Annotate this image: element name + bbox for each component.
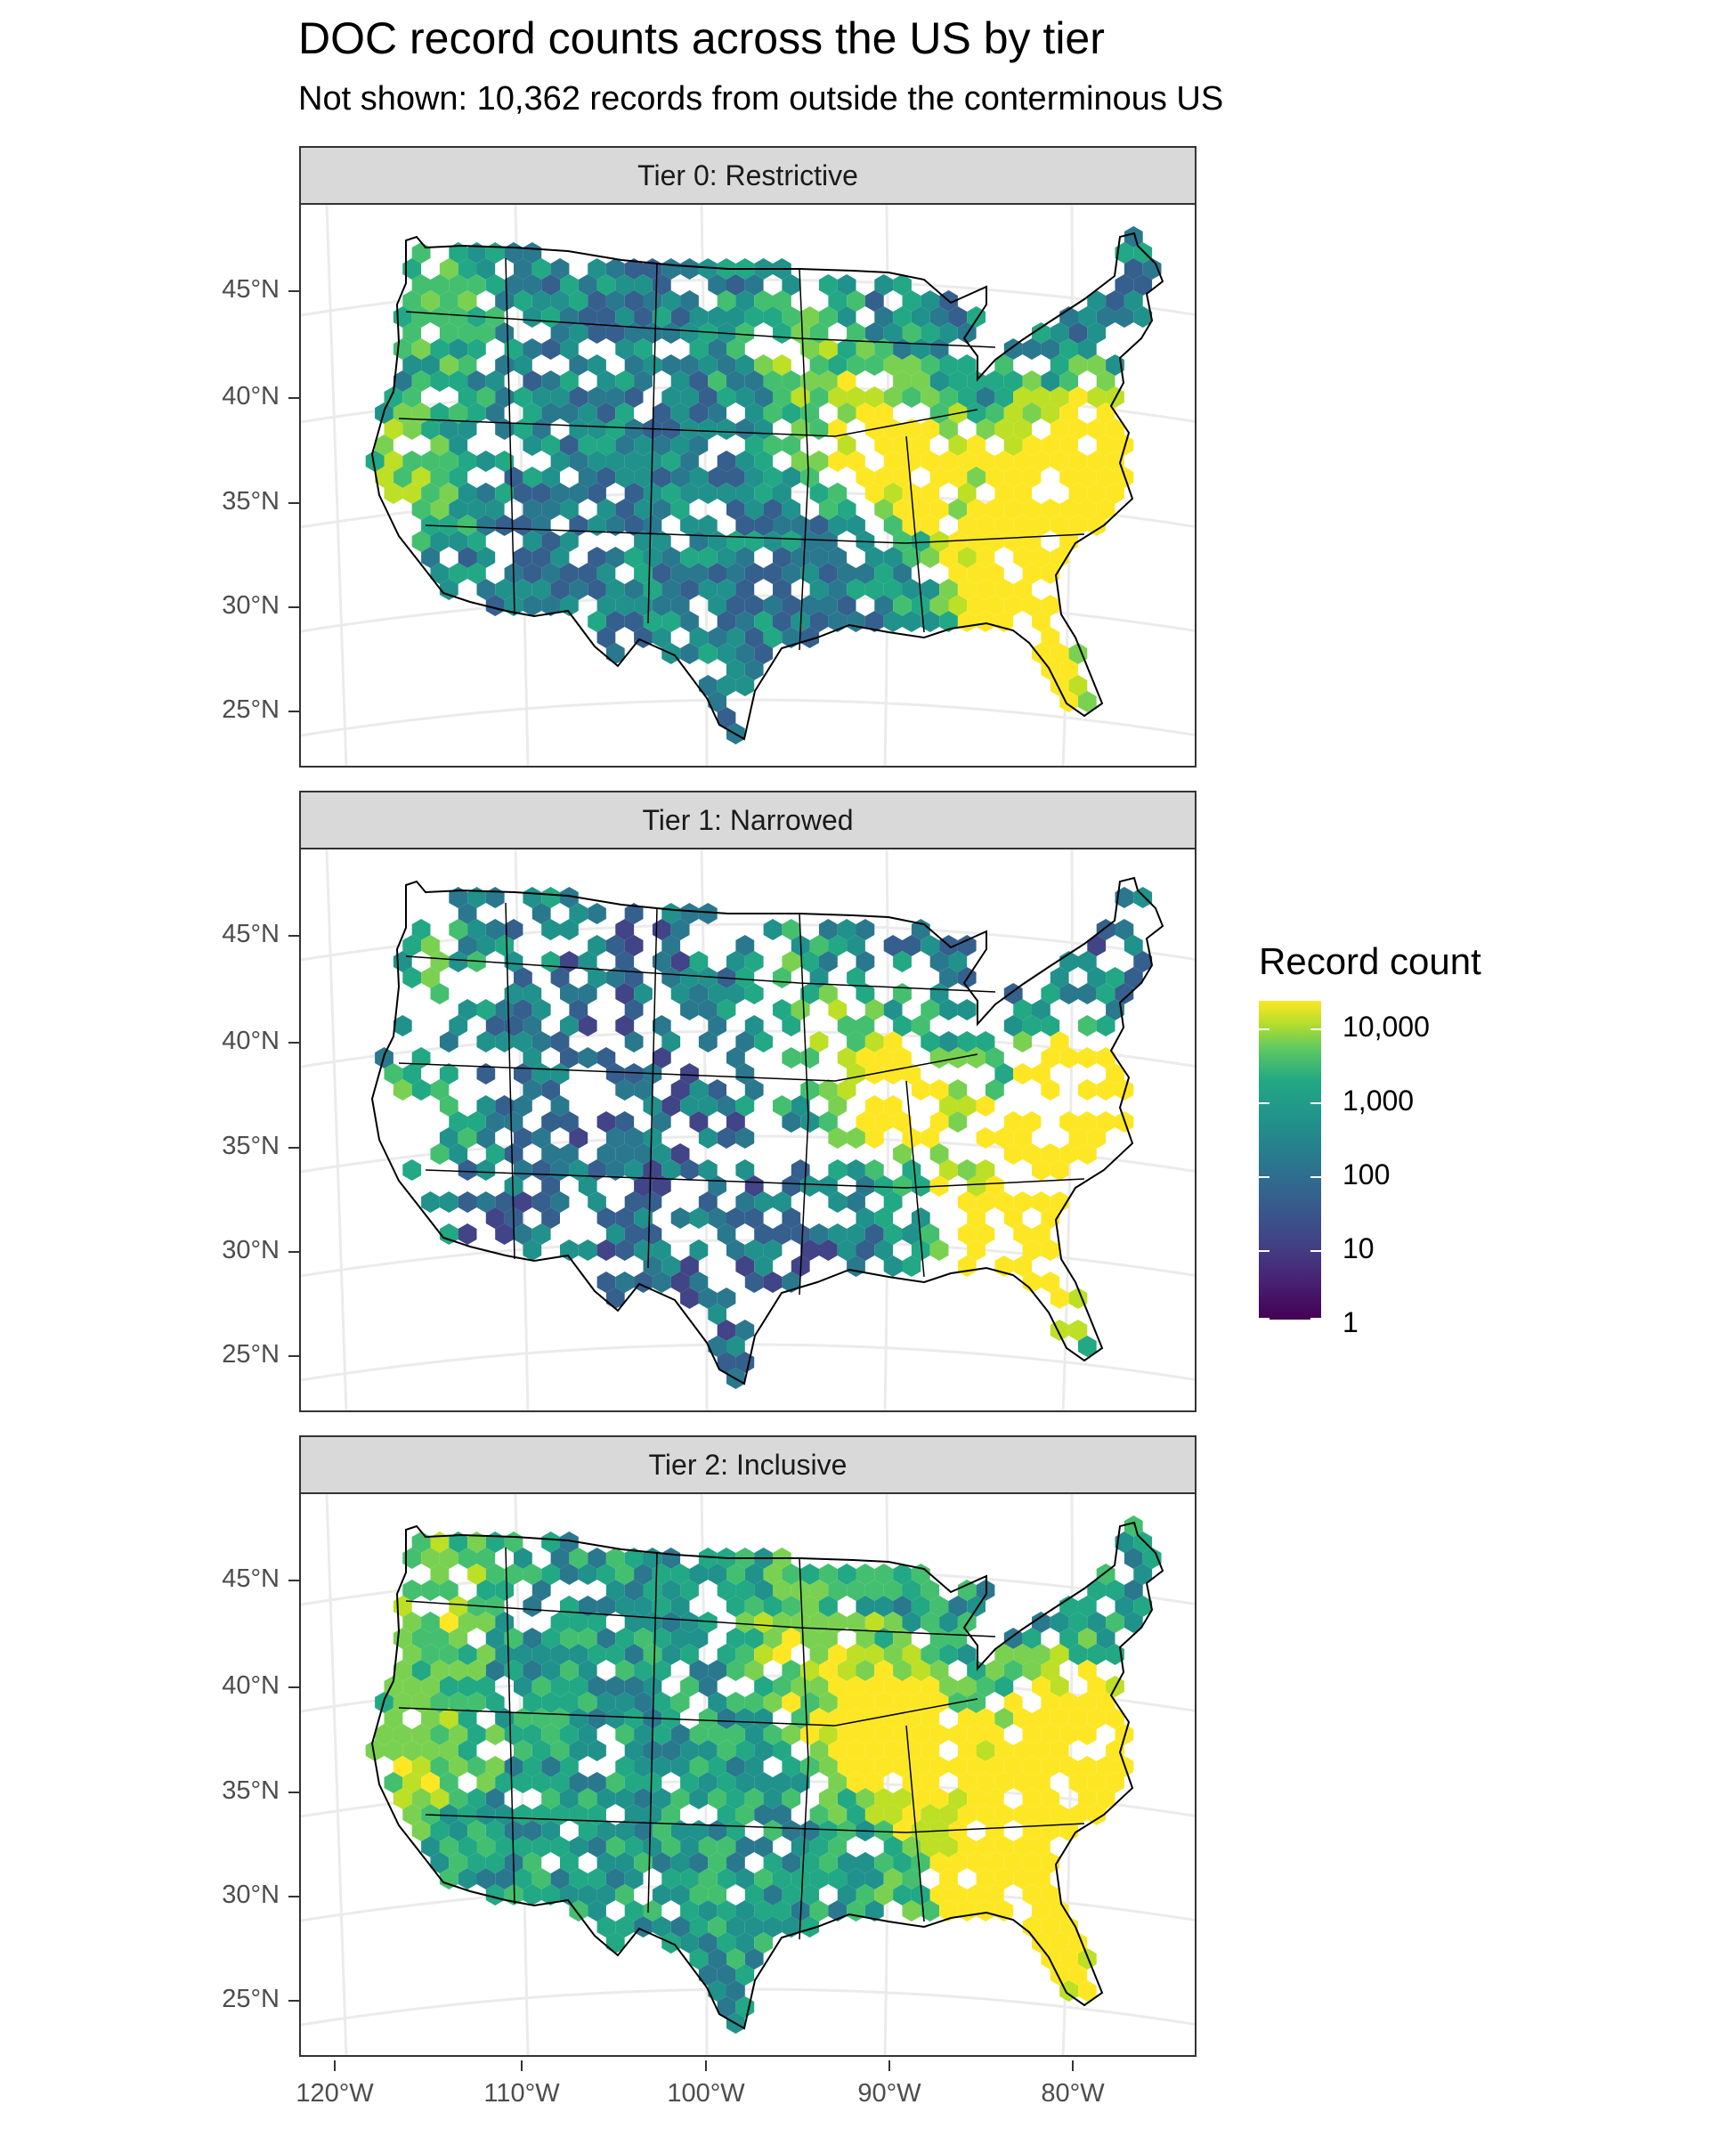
x-tick — [521, 2060, 523, 2071]
legend-tick — [1310, 1250, 1321, 1252]
y-tick — [288, 2000, 299, 2002]
y-tick-label: 40°N — [222, 1671, 280, 1700]
facet-strip-tier2: Tier 2: Inclusive — [299, 1435, 1197, 1494]
y-tick — [288, 1251, 299, 1253]
legend-tick — [1259, 1102, 1270, 1104]
legend-label: 100 — [1343, 1158, 1391, 1190]
y-tick — [288, 1792, 299, 1793]
legend-label: 10,000 — [1343, 1011, 1430, 1043]
y-tick-label: 25°N — [222, 1340, 280, 1369]
map-plot-tier0 — [299, 205, 1197, 768]
x-tick-label: 100°W — [667, 2079, 745, 2108]
y-tick — [288, 290, 299, 292]
y-tick — [288, 1896, 299, 1897]
legend-label: 1 — [1343, 1306, 1359, 1338]
y-tick — [288, 711, 299, 712]
x-tick-label: 90°W — [857, 2079, 921, 2108]
map-canvas-tier0 — [301, 205, 1195, 766]
map-plot-tier2 — [299, 1494, 1197, 2057]
legend-tick — [1310, 1028, 1321, 1030]
y-tick-label: 25°N — [222, 695, 280, 724]
x-tick — [888, 2060, 890, 2071]
y-tick — [288, 1686, 299, 1688]
y-tick — [288, 935, 299, 937]
x-tick-label: 80°W — [1041, 2079, 1105, 2108]
y-tick — [288, 1580, 299, 1581]
facet-panel-tier0: Tier 0: Restrictive — [299, 146, 1197, 768]
map-canvas-tier2 — [301, 1494, 1195, 2055]
y-tick — [288, 502, 299, 504]
y-tick-label: 40°N — [222, 1027, 280, 1055]
legend-tick — [1259, 1250, 1270, 1252]
y-tick-label: 40°N — [222, 382, 280, 410]
y-tick — [288, 606, 299, 608]
legend-tick — [1310, 1176, 1321, 1178]
legend-tick — [1259, 1176, 1270, 1178]
legend-tick — [1310, 1102, 1321, 1104]
facet-strip-tier0: Tier 0: Restrictive — [299, 146, 1197, 205]
y-tick-label: 25°N — [222, 1985, 280, 2013]
legend-label: 10 — [1343, 1232, 1375, 1264]
chart-title: DOC record counts across the US by tier — [298, 13, 1105, 63]
chart-subtitle: Not shown: 10,362 records from outside t… — [298, 80, 1224, 118]
legend-label: 1,000 — [1343, 1085, 1415, 1117]
facet-strip-tier1: Tier 1: Narrowed — [299, 791, 1197, 849]
y-tick-label: 35°N — [222, 1776, 280, 1805]
y-tick-label: 30°N — [222, 591, 280, 620]
legend-title: Record count — [1259, 940, 1481, 982]
y-tick-label: 35°N — [222, 487, 280, 516]
y-tick-label: 45°N — [222, 275, 280, 304]
facet-panel-tier2: Tier 2: Inclusive — [299, 1435, 1197, 2057]
facet-panel-tier1: Tier 1: Narrowed — [299, 791, 1197, 1412]
legend-tick — [1310, 1318, 1321, 1320]
legend-tick — [1259, 1318, 1270, 1320]
x-tick — [334, 2060, 336, 2071]
y-tick-label: 35°N — [222, 1132, 280, 1160]
x-tick — [1072, 2060, 1074, 2071]
y-tick — [288, 397, 299, 399]
y-tick-label: 45°N — [222, 1564, 280, 1593]
map-plot-tier1 — [299, 849, 1197, 1412]
y-tick-label: 45°N — [222, 920, 280, 948]
y-tick — [288, 1147, 299, 1149]
y-tick-label: 30°N — [222, 1881, 280, 1909]
x-tick-label: 110°W — [483, 2079, 560, 2108]
legend-colorbar — [1259, 1001, 1321, 1320]
legend-tick — [1259, 1028, 1270, 1030]
x-tick — [705, 2060, 707, 2071]
y-tick — [288, 1042, 299, 1044]
y-tick — [288, 1355, 299, 1357]
map-canvas-tier1 — [301, 849, 1195, 1410]
y-tick-label: 30°N — [222, 1236, 280, 1264]
x-tick-label: 120°W — [296, 2079, 374, 2108]
